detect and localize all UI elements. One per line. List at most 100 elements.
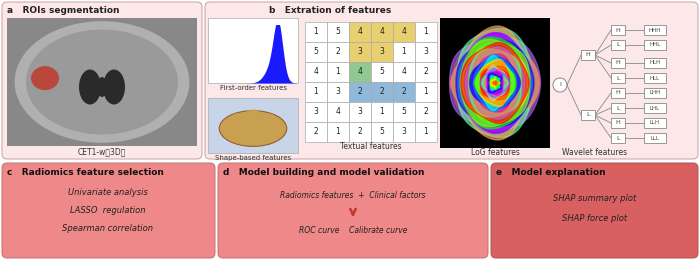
Bar bbox=[611, 73, 625, 83]
Bar bbox=[415, 122, 437, 142]
Text: c   Radiomics feature selection: c Radiomics feature selection bbox=[7, 168, 164, 177]
Polygon shape bbox=[456, 40, 534, 126]
Text: Univariate analysis: Univariate analysis bbox=[68, 188, 148, 197]
Bar bbox=[305, 42, 327, 62]
Polygon shape bbox=[464, 33, 526, 133]
Text: 1: 1 bbox=[402, 48, 407, 56]
Polygon shape bbox=[480, 69, 510, 97]
Text: HLL: HLL bbox=[650, 75, 660, 80]
Text: 5: 5 bbox=[379, 68, 384, 76]
Text: H: H bbox=[586, 52, 590, 57]
Bar bbox=[349, 62, 371, 82]
Text: b   Extration of features: b Extration of features bbox=[269, 6, 391, 15]
Text: LHL: LHL bbox=[650, 105, 660, 110]
Polygon shape bbox=[471, 60, 519, 106]
Polygon shape bbox=[480, 66, 510, 100]
Polygon shape bbox=[491, 80, 499, 86]
Ellipse shape bbox=[229, 114, 247, 128]
Polygon shape bbox=[447, 23, 543, 143]
Bar bbox=[393, 62, 415, 82]
Polygon shape bbox=[469, 49, 522, 117]
Bar bbox=[208, 18, 298, 83]
Polygon shape bbox=[468, 53, 522, 113]
FancyBboxPatch shape bbox=[2, 163, 215, 258]
Ellipse shape bbox=[26, 29, 178, 134]
Text: 5: 5 bbox=[314, 48, 318, 56]
FancyBboxPatch shape bbox=[491, 163, 698, 258]
Bar bbox=[644, 118, 666, 128]
Bar bbox=[327, 42, 349, 62]
Text: 5: 5 bbox=[379, 128, 384, 137]
Bar bbox=[349, 22, 371, 42]
Text: 4: 4 bbox=[358, 27, 363, 37]
Text: CET1-w（3D）: CET1-w（3D） bbox=[78, 147, 126, 156]
Ellipse shape bbox=[244, 110, 262, 123]
Polygon shape bbox=[469, 51, 521, 115]
Polygon shape bbox=[466, 48, 524, 118]
Polygon shape bbox=[483, 67, 507, 99]
Text: L: L bbox=[616, 135, 620, 140]
Text: L: L bbox=[616, 105, 620, 110]
Polygon shape bbox=[470, 42, 519, 124]
Text: 2: 2 bbox=[358, 128, 363, 137]
Polygon shape bbox=[487, 72, 503, 94]
Text: 2: 2 bbox=[402, 87, 407, 97]
Bar bbox=[611, 103, 625, 113]
Bar bbox=[327, 82, 349, 102]
Text: SHAP force plot: SHAP force plot bbox=[562, 214, 628, 223]
Polygon shape bbox=[465, 47, 525, 119]
Bar bbox=[611, 58, 625, 68]
Bar bbox=[327, 22, 349, 42]
Polygon shape bbox=[489, 74, 502, 92]
Ellipse shape bbox=[97, 77, 107, 97]
Text: 3: 3 bbox=[424, 48, 428, 56]
Ellipse shape bbox=[15, 21, 190, 143]
Bar bbox=[415, 42, 437, 62]
Bar bbox=[644, 25, 666, 35]
Bar bbox=[327, 122, 349, 142]
Bar bbox=[371, 62, 393, 82]
Text: 1: 1 bbox=[424, 128, 428, 137]
Bar bbox=[305, 22, 327, 42]
Text: H: H bbox=[615, 91, 620, 96]
Polygon shape bbox=[474, 57, 516, 109]
Bar bbox=[327, 62, 349, 82]
Text: 2: 2 bbox=[314, 128, 318, 137]
Ellipse shape bbox=[266, 123, 284, 138]
Bar bbox=[327, 102, 349, 122]
FancyBboxPatch shape bbox=[218, 163, 488, 258]
Polygon shape bbox=[480, 69, 510, 97]
Bar bbox=[305, 122, 327, 142]
Text: 1: 1 bbox=[314, 27, 318, 37]
Text: 1: 1 bbox=[335, 68, 340, 76]
Text: Textual features: Textual features bbox=[340, 142, 402, 151]
Polygon shape bbox=[482, 72, 508, 94]
Polygon shape bbox=[470, 57, 520, 109]
Text: 5: 5 bbox=[335, 27, 340, 37]
Text: d   Model building and model validation: d Model building and model validation bbox=[223, 168, 424, 177]
Polygon shape bbox=[490, 76, 500, 90]
Text: L: L bbox=[616, 43, 620, 48]
Circle shape bbox=[553, 78, 567, 92]
Text: 3: 3 bbox=[358, 108, 363, 116]
Bar bbox=[371, 82, 393, 102]
Polygon shape bbox=[452, 41, 538, 125]
Polygon shape bbox=[460, 39, 530, 127]
Text: e   Model explanation: e Model explanation bbox=[496, 168, 606, 177]
Bar bbox=[611, 40, 625, 50]
Text: L: L bbox=[616, 75, 620, 80]
Ellipse shape bbox=[31, 66, 59, 90]
Text: 2: 2 bbox=[424, 108, 428, 116]
Polygon shape bbox=[475, 64, 514, 102]
Text: ROC curve    Calibrate curve: ROC curve Calibrate curve bbox=[299, 226, 407, 235]
Polygon shape bbox=[494, 81, 497, 85]
Polygon shape bbox=[473, 49, 517, 117]
Text: 4: 4 bbox=[358, 68, 363, 76]
FancyBboxPatch shape bbox=[205, 2, 698, 159]
Text: LoG features: LoG features bbox=[470, 148, 519, 157]
Ellipse shape bbox=[79, 69, 101, 104]
Polygon shape bbox=[472, 54, 518, 112]
Bar bbox=[393, 102, 415, 122]
Polygon shape bbox=[477, 55, 513, 111]
Text: Wavelet features: Wavelet features bbox=[562, 148, 628, 157]
